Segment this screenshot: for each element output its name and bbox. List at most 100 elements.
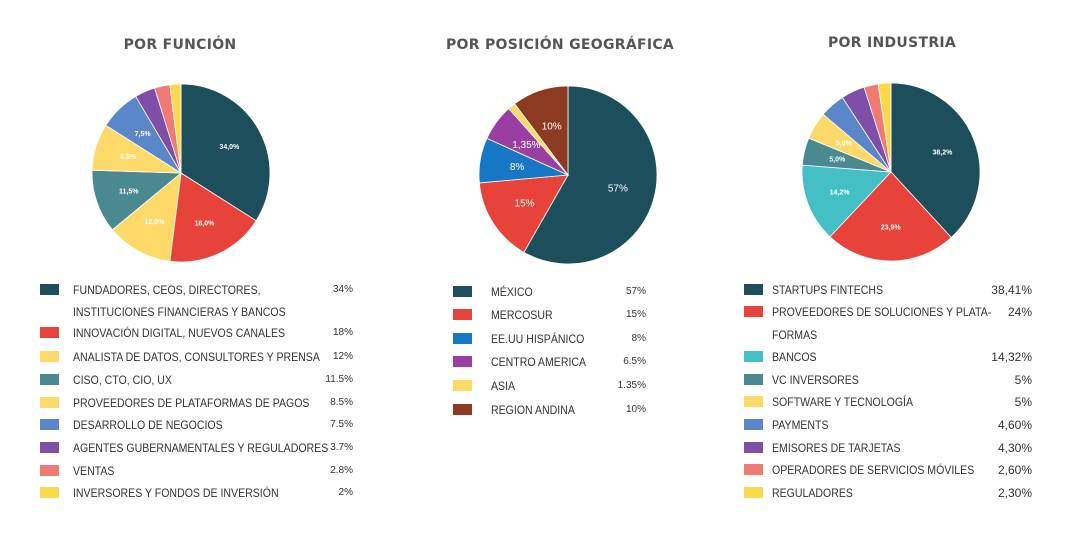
legend-item: CENTRO AMERICA 6.5%	[453, 352, 648, 372]
legend-value: 15%	[625, 309, 646, 320]
pie-slice	[169, 172, 257, 263]
slice-label: 15%	[515, 198, 535, 209]
legend-value: 4,30%	[997, 441, 1032, 455]
legend-label: INNOVACIÓN DIGITAL, NUEVOS CANALES	[73, 326, 286, 340]
pie-slice	[180, 83, 271, 222]
slice-label: 5,0%	[829, 157, 846, 164]
legend-value: 11.5%	[325, 374, 353, 385]
legend-swatch	[40, 284, 59, 295]
pie-slice	[478, 174, 569, 253]
legend-value: 3.7%	[330, 442, 353, 453]
slice-label: 5,0%	[836, 141, 853, 148]
slice-label: 34,0%	[219, 144, 240, 151]
legend-value: 8%	[631, 333, 646, 344]
legend-value: 2,30%	[997, 486, 1032, 500]
legend-swatch	[453, 380, 472, 391]
chart-panel-geografica: POR POSICIÓN GEOGRÁFICA 57% 15% 8% 1,35% 10%…	[390, 0, 740, 543]
legend-item: FUNDADORES, CEOS, DIRECTORES, 34%	[40, 280, 355, 300]
legend-item: EE.UU HISPÁNICO 8%	[453, 329, 648, 349]
legend-label: EE.UU HISPÁNICO	[491, 332, 585, 346]
legend-swatch	[40, 487, 59, 498]
legend-swatch	[744, 374, 763, 385]
legend-swatch	[744, 464, 763, 475]
legend-swatch	[744, 396, 763, 407]
legend-item: STARTUPS FINTECHS 38,41%	[744, 280, 1064, 300]
legend-value: 38,41%	[991, 283, 1032, 297]
legend-value: 2.8%	[330, 465, 353, 476]
legend-label-continuation: FORMAS	[772, 328, 818, 342]
legend-label: PROVEEDORES DE SOLUCIONES Y PLATA-	[772, 305, 992, 319]
legend-value: 5%	[1014, 373, 1032, 387]
pie-slice	[91, 169, 183, 231]
legend-item: ASIA 1.35%	[453, 376, 648, 396]
legend-label: VC INVERSORES	[772, 373, 859, 387]
legend-swatch	[40, 442, 59, 453]
legend-item: BANCOS 14,32%	[744, 347, 1064, 367]
legend-value: 2,60%	[997, 463, 1032, 477]
legend-item: PROVEEDORES DE PLATAFORMAS DE PAGOS 8.5%	[40, 393, 355, 413]
legend-item: REGION ANDINA 10%	[453, 400, 648, 420]
legend-swatch	[40, 419, 59, 430]
legend-swatch	[453, 286, 472, 297]
legend-swatch	[744, 419, 763, 430]
legend-value: 14,32%	[991, 350, 1032, 364]
legend-swatch	[40, 327, 59, 338]
legend-swatch	[744, 487, 763, 498]
legend-label: PAYMENTS	[772, 418, 829, 432]
slice-label: 11,5%	[119, 188, 139, 195]
legend-label: MERCOSUR	[491, 308, 553, 322]
slice-label: 23,9%	[881, 225, 902, 232]
legend-label-continuation: INSTITUCIONES FINANCIERAS Y BANCOS	[73, 305, 286, 319]
legend-item: MERCOSUR 15%	[453, 305, 648, 325]
legend-value: 18%	[332, 327, 353, 338]
chart-title: POR FUNCIÓN	[123, 37, 237, 53]
legend-item: INVERSORES Y FONDOS DE INVERSIÓN 2%	[40, 483, 355, 503]
legend-item: CISO, CTO, CIO, UX 11.5%	[40, 370, 355, 390]
legend-swatch	[40, 351, 59, 362]
legend-item: VC INVERSORES 5%	[744, 370, 1064, 390]
legend-item: AGENTES GUBERNAMENTALES Y REGULADORES 3.7…	[40, 438, 355, 458]
legend-label: CISO, CTO, CIO, UX	[73, 373, 172, 387]
legend-swatch	[744, 442, 763, 453]
chart-panel-funcion: POR FUNCIÓN 34,0% 18,0% 12,0% 11,5% 8,5% 7,5%…	[0, 0, 360, 543]
legend-label: OPERADORES DE SERVICIOS MÓVILES	[772, 463, 975, 477]
slice-label: 8%	[510, 162, 525, 173]
legend-swatch	[453, 333, 472, 344]
legend-label: INVERSORES Y FONDOS DE INVERSIÓN	[73, 486, 279, 500]
legend-label: FUNDADORES, CEOS, DIRECTORES,	[73, 283, 261, 297]
legend-label: DESARROLLO DE NEGOCIOS	[73, 418, 223, 432]
pie-slice	[111, 172, 182, 262]
legend-item: PAYMENTS 4,60%	[744, 415, 1064, 435]
slice-label: 18,0%	[195, 220, 216, 227]
pie-chart: 34,0% 18,0% 12,0% 11,5% 8,5% 7,5%	[91, 83, 271, 263]
slice-label: 10%	[542, 122, 562, 133]
legend-value: 7.5%	[330, 419, 353, 430]
legend-label: BANCOS	[772, 350, 817, 364]
legend-item: SOFTWARE Y TECNOLOGÍA 5%	[744, 392, 1064, 412]
legend-item: VENTAS 2.8%	[40, 461, 355, 481]
legend-swatch	[40, 465, 59, 476]
slice-label: 38,2%	[932, 149, 953, 156]
legend-swatch	[744, 351, 763, 362]
slice-label: 14,2%	[830, 189, 851, 196]
legend-item: EMISORES DE TARJETAS 4,30%	[744, 438, 1064, 458]
legend-value: 6.5%	[623, 356, 646, 367]
legend-value: 4,60%	[997, 418, 1032, 432]
legend-label: EMISORES DE TARJETAS	[772, 441, 901, 455]
legend-swatch	[744, 306, 763, 317]
pie-slice	[523, 85, 658, 265]
legend-label: REGION ANDINA	[491, 403, 575, 417]
legend-item: PROVEEDORES DE SOLUCIONES Y PLATA- 24%	[744, 302, 1064, 322]
slice-label: 7,5%	[135, 131, 152, 138]
slice-label: 57%	[608, 184, 628, 195]
legend-label: PROVEEDORES DE PLATAFORMAS DE PAGOS	[73, 396, 310, 410]
legend-value: 5%	[1014, 395, 1032, 409]
legend-swatch	[453, 404, 472, 415]
chart-panel-industria: POR INDUSTRIA 38,2% 23,9% 14,2% 5,0% 5,0% ST…	[720, 0, 1070, 543]
pie-slice	[890, 82, 981, 239]
pie-slice	[877, 82, 892, 173]
legend-swatch	[40, 374, 59, 385]
pie-chart: 38,2% 23,9% 14,2% 5,0% 5,0%	[801, 82, 981, 262]
legend-value: 10%	[625, 404, 646, 415]
legend-value: 24%	[1007, 305, 1032, 319]
